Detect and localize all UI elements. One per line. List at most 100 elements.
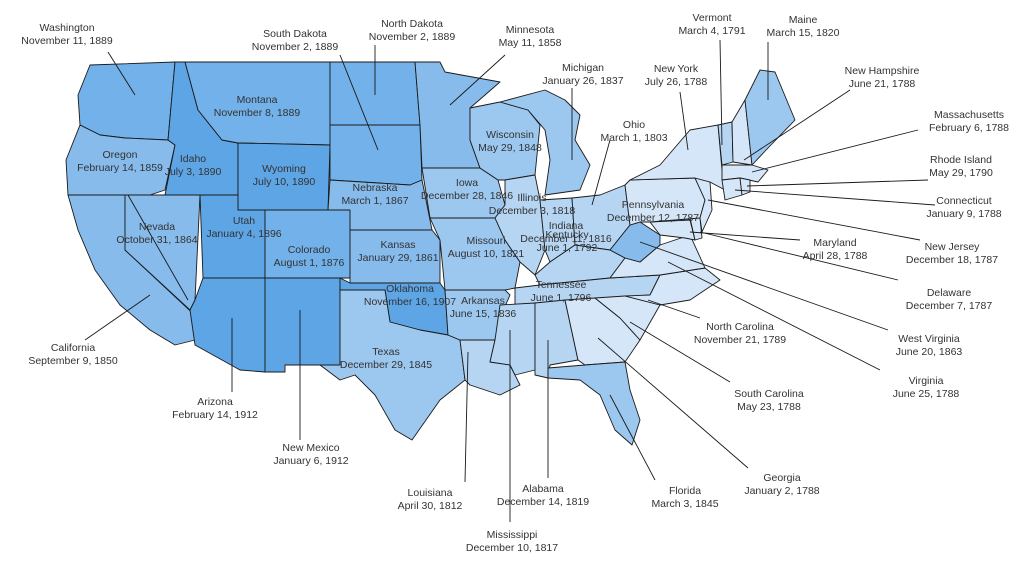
admission-date: March 15, 1820 [767, 27, 840, 39]
admission-date: June 1, 1796 [531, 292, 592, 304]
admission-date: July 26, 1788 [645, 76, 708, 88]
admission-date: August 10, 1821 [448, 248, 525, 260]
leader-virginia [667, 261, 881, 371]
label-maryland: Maryland April 28, 1788 [803, 237, 868, 262]
state-name: Minnesota [506, 24, 555, 36]
state-name: Iowa [456, 177, 478, 189]
state-name: West Virginia [898, 333, 960, 345]
state-oregon[interactable] [65, 124, 176, 196]
admission-date: November 8, 1889 [214, 107, 301, 119]
leader-california [84, 294, 151, 341]
label-missouri: Missouri August 10, 1821 [448, 235, 525, 260]
state-name: Kentucky [545, 229, 589, 241]
state-name: Arizona [197, 396, 233, 408]
label-north-dakota: North Dakota November 2, 1889 [369, 18, 456, 43]
state-name: Utah [233, 215, 255, 227]
state-michigan[interactable] [499, 89, 591, 196]
state-texas[interactable] [284, 289, 466, 441]
state-maine[interactable] [744, 69, 796, 166]
admission-date: December 29, 1845 [340, 359, 432, 371]
label-georgia: Georgia January 2, 1788 [744, 472, 819, 497]
state-washington[interactable] [77, 61, 176, 141]
state-name: Vermont [692, 12, 731, 24]
admission-date: December 12, 1787 [607, 212, 699, 224]
state-name: Idaho [180, 153, 206, 165]
admission-date: December 7, 1787 [906, 300, 993, 312]
state-south-carolina[interactable] [594, 295, 661, 341]
state-maryland[interactable] [649, 219, 696, 241]
leader-florida [609, 394, 656, 481]
label-washington: Washington November 11, 1889 [21, 22, 113, 47]
state-name: Texas [372, 346, 399, 358]
admission-date: July 3, 1890 [165, 166, 222, 178]
state-name: Colorado [288, 244, 331, 256]
label-pennsylvania: Pennsylvania December 12, 1787 [607, 199, 699, 224]
leader-massachusetts [751, 129, 919, 173]
admission-date: August 1, 1876 [274, 257, 345, 269]
state-illinois[interactable] [494, 174, 546, 276]
label-idaho: Idaho July 3, 1890 [165, 153, 222, 178]
leader-south-dakota [339, 54, 379, 151]
label-arkansas: Arkansas June 15, 1836 [450, 295, 517, 320]
state-name: Pennsylvania [622, 199, 685, 211]
label-indiana: Indiana December 11, 1816 [520, 220, 612, 245]
state-name: North Carolina [706, 321, 774, 333]
state-name: South Carolina [734, 388, 804, 400]
state-arizona[interactable] [189, 277, 266, 373]
leader-ohio [591, 139, 611, 206]
state-name: Rhode Island [930, 154, 992, 166]
state-connecticut[interactable] [721, 177, 743, 201]
state-name: Illinois [517, 192, 546, 204]
state-new-mexico[interactable] [264, 277, 341, 373]
admission-date: December 11, 1816 [520, 233, 612, 245]
admission-date: June 1, 1792 [537, 242, 598, 254]
state-name: Alabama [522, 483, 564, 495]
state-name: Maryland [813, 237, 856, 249]
label-wyoming: Wyoming July 10, 1890 [253, 163, 316, 188]
leader-south-carolina [629, 321, 731, 383]
label-utah: Utah January 4, 1896 [206, 215, 281, 240]
state-name: New York [654, 63, 699, 75]
admission-date: March 1, 1867 [341, 195, 408, 207]
label-kansas: Kansas January 29, 1861 [357, 239, 438, 264]
state-wisconsin[interactable] [469, 101, 541, 181]
admission-date: June 20, 1863 [896, 346, 963, 358]
admission-date: April 30, 1812 [398, 500, 463, 512]
state-kansas[interactable] [349, 229, 441, 284]
admission-date: June 15, 1836 [450, 308, 517, 320]
leader-new-jersey [707, 199, 921, 241]
admission-date: November 2, 1889 [369, 31, 456, 43]
admission-date: May 29, 1790 [929, 167, 993, 179]
state-south-dakota[interactable] [329, 124, 423, 186]
state-name: Maine [789, 14, 818, 26]
label-west-virginia: West Virginia June 20, 1863 [896, 333, 963, 358]
state-name: Ohio [623, 119, 645, 131]
state-name: Nevada [139, 221, 175, 233]
admission-date: October 31, 1864 [116, 234, 197, 246]
label-connecticut: Connecticut January 9, 1788 [926, 195, 1001, 220]
leader-delaware [699, 231, 899, 281]
state-name: Missouri [466, 235, 505, 247]
state-name: Wyoming [262, 163, 306, 175]
state-name: New Mexico [282, 442, 339, 454]
state-name: Oregon [102, 149, 137, 161]
state-name: Connecticut [936, 195, 992, 207]
admission-date: May 29, 1848 [478, 142, 542, 154]
label-mississippi: Mississippi December 10, 1817 [466, 529, 558, 554]
state-rhode-island[interactable] [739, 177, 751, 196]
label-michigan: Michigan January 26, 1837 [542, 62, 623, 87]
admission-date: May 23, 1788 [737, 401, 801, 413]
state-name: Massachusetts [934, 109, 1004, 121]
state-name: Florida [669, 485, 701, 497]
admission-date: January 9, 1788 [926, 208, 1001, 220]
state-name: Wisconsin [486, 129, 534, 141]
admission-date: January 6, 1912 [273, 455, 348, 467]
label-rhode-island: Rhode Island May 29, 1790 [929, 154, 993, 179]
label-virginia: Virginia June 25, 1788 [893, 375, 960, 400]
state-name: Mississippi [487, 529, 538, 541]
label-ohio: Ohio March 1, 1803 [600, 119, 667, 144]
state-florida[interactable] [547, 361, 641, 446]
admission-date: February 14, 1912 [172, 409, 258, 421]
state-name: Nebraska [353, 182, 398, 194]
